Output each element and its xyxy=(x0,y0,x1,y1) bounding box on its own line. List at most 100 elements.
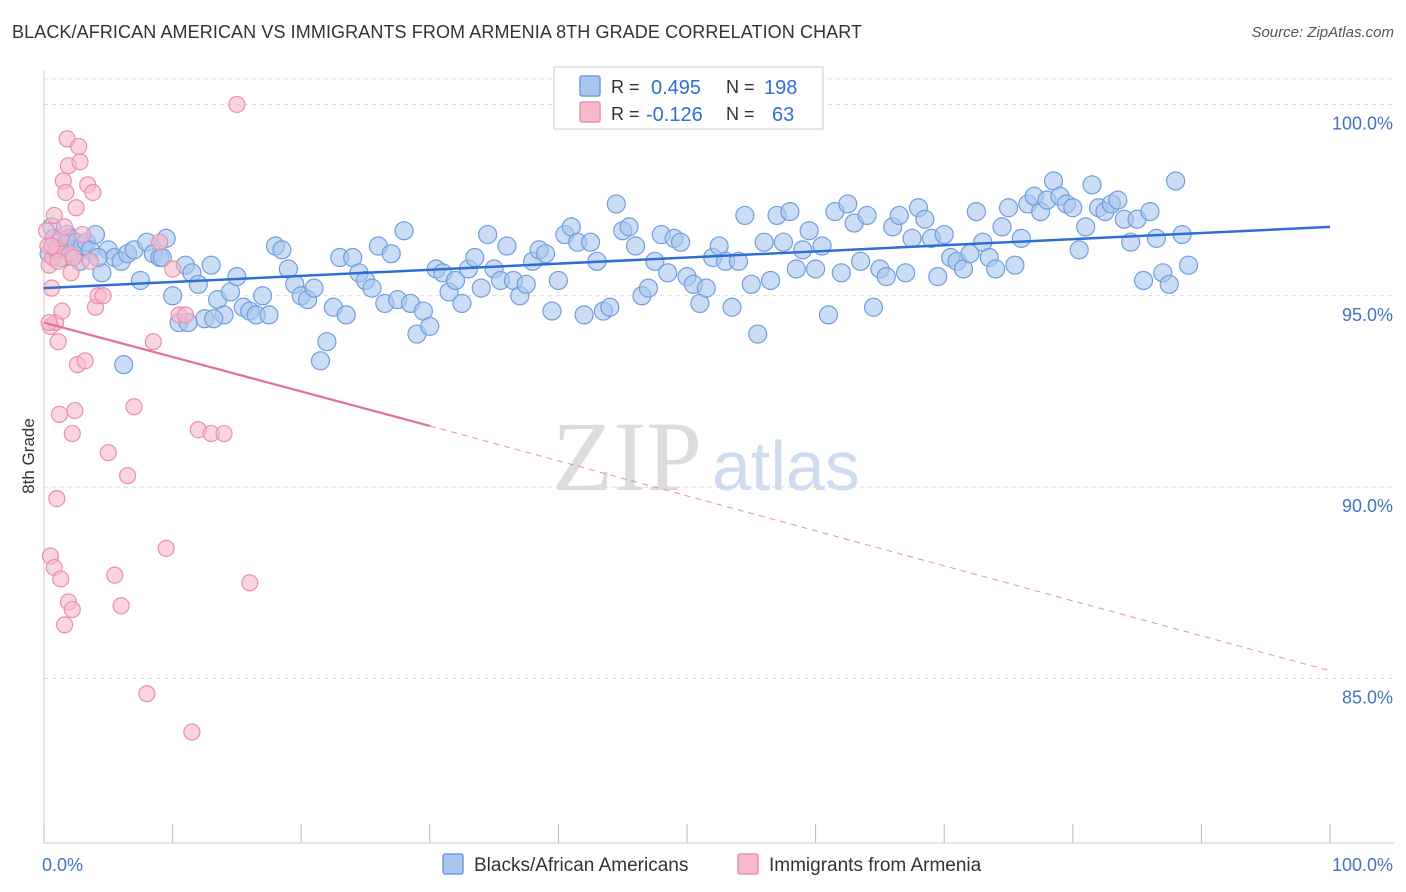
blue-point xyxy=(227,267,247,287)
blue-point xyxy=(857,205,877,226)
blue-point xyxy=(272,240,292,260)
legend-r-value-2: -0.126 xyxy=(646,104,703,126)
blue-point xyxy=(658,263,678,283)
blue-point xyxy=(799,221,819,241)
blue-point xyxy=(625,236,646,256)
pink-point xyxy=(176,306,195,324)
blue-point xyxy=(966,201,986,222)
legend-n-value-2: 63 xyxy=(772,104,794,126)
blue-point xyxy=(1146,228,1166,248)
blue-point xyxy=(992,217,1012,237)
blue-point xyxy=(535,244,556,264)
blue-point xyxy=(728,251,749,271)
legend-n-value-1: 198 xyxy=(764,77,797,99)
blue-point xyxy=(580,232,601,252)
pink-point xyxy=(112,597,130,615)
pink-point xyxy=(49,333,67,351)
blue-point xyxy=(1159,274,1179,294)
bottom-legend-swatch-blue xyxy=(442,853,464,875)
blue-series-points xyxy=(39,171,1199,375)
bottom-legend-label-pink: Immigrants from Armenia xyxy=(769,855,982,876)
blue-point xyxy=(1011,228,1031,248)
blue-point xyxy=(619,217,639,237)
pink-point xyxy=(138,685,156,703)
pink-point xyxy=(71,153,89,171)
blue-point xyxy=(754,232,774,252)
axis-labels: 85.0% 90.0% 95.0% 100.0% 0.0% 100.0% xyxy=(42,113,1393,875)
pink-point xyxy=(53,302,71,320)
blue-point xyxy=(748,324,768,344)
pink-trend-line xyxy=(43,321,431,427)
blue-point xyxy=(516,274,536,294)
pink-point xyxy=(64,248,83,267)
pink-point xyxy=(57,183,75,202)
blue-point xyxy=(1005,255,1025,275)
blue-point xyxy=(336,305,356,325)
y-tick-label: 85.0% xyxy=(1342,687,1393,707)
blue-point xyxy=(452,293,472,314)
blue-point xyxy=(114,355,134,375)
blue-point xyxy=(1140,201,1160,222)
blue-point xyxy=(606,194,626,214)
axes xyxy=(43,70,1394,844)
blue-point xyxy=(317,332,337,352)
blue-point xyxy=(362,278,382,298)
pink-point xyxy=(67,199,85,217)
blue-point xyxy=(760,270,781,291)
pink-point xyxy=(63,424,81,443)
blue-point xyxy=(851,251,871,271)
blue-point xyxy=(188,274,208,294)
pink-point xyxy=(94,287,112,305)
pink-point xyxy=(40,313,58,332)
pink-point xyxy=(241,574,259,592)
pink-point xyxy=(151,233,169,251)
blue-point xyxy=(928,267,948,287)
blue-point xyxy=(204,309,224,329)
source-label: Source: ZipAtlas.com xyxy=(1251,24,1394,41)
blue-point xyxy=(741,274,761,294)
blue-point xyxy=(786,259,806,279)
blue-point xyxy=(465,247,485,268)
x-tick-label: 100.0% xyxy=(1332,855,1393,875)
pink-point xyxy=(49,252,67,270)
pink-point xyxy=(52,570,70,588)
pink-point xyxy=(118,467,137,485)
pink-series-points xyxy=(37,95,259,741)
pink-point xyxy=(70,137,88,156)
legend-r-value-1: 0.495 xyxy=(651,77,701,99)
blue-point xyxy=(896,263,916,283)
blue-trend-line xyxy=(43,225,1331,290)
blue-point xyxy=(253,286,273,306)
blue-point xyxy=(471,278,491,298)
pink-point xyxy=(50,405,69,424)
pink-point xyxy=(157,539,175,557)
blue-point xyxy=(838,194,858,214)
pink-point xyxy=(84,183,102,202)
chart-title: BLACK/AFRICAN AMERICAN VS IMMIGRANTS FRO… xyxy=(12,22,863,42)
blue-point xyxy=(735,205,755,226)
blue-point xyxy=(381,244,401,264)
blue-point xyxy=(445,270,466,291)
blue-point xyxy=(1069,240,1089,260)
blue-point xyxy=(548,270,569,291)
blue-point xyxy=(420,316,440,336)
blue-point xyxy=(805,259,826,279)
trend-lines xyxy=(43,225,1331,672)
watermark: ZIP atlas xyxy=(552,401,860,512)
y-tick-label: 95.0% xyxy=(1342,305,1393,325)
blue-point xyxy=(793,240,813,260)
pink-point xyxy=(55,218,74,236)
pink-point xyxy=(55,616,74,634)
blue-point xyxy=(1166,171,1186,191)
pink-point xyxy=(125,398,143,416)
blue-point xyxy=(600,297,620,317)
blue-point xyxy=(863,297,884,317)
blue-point xyxy=(934,224,954,245)
pink-point xyxy=(106,566,124,584)
y-tick-label: 100.0% xyxy=(1332,113,1393,133)
blue-point xyxy=(542,301,562,321)
pink-point xyxy=(76,352,94,370)
top-legend: R = 0.495 N = 198 R = -0.126 N = 63 xyxy=(553,66,824,130)
blue-point xyxy=(889,205,909,226)
